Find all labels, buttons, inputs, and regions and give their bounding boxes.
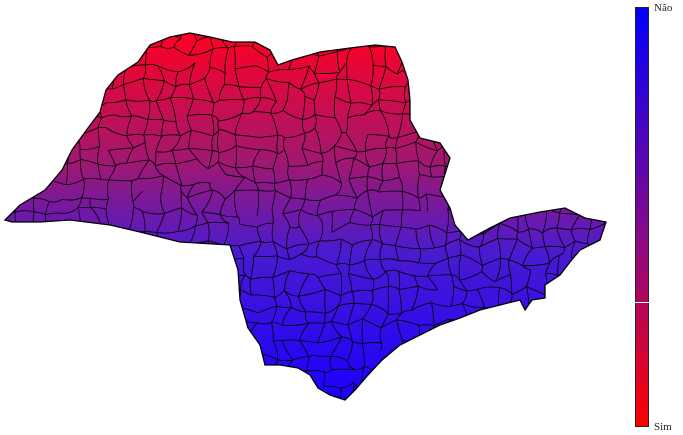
state-outline	[3, 32, 607, 401]
legend-bottom-label: Sim	[654, 421, 672, 433]
legend-top-label: Não	[654, 2, 673, 14]
color-scale-bar	[635, 7, 649, 427]
color-scale-tick	[635, 302, 649, 303]
